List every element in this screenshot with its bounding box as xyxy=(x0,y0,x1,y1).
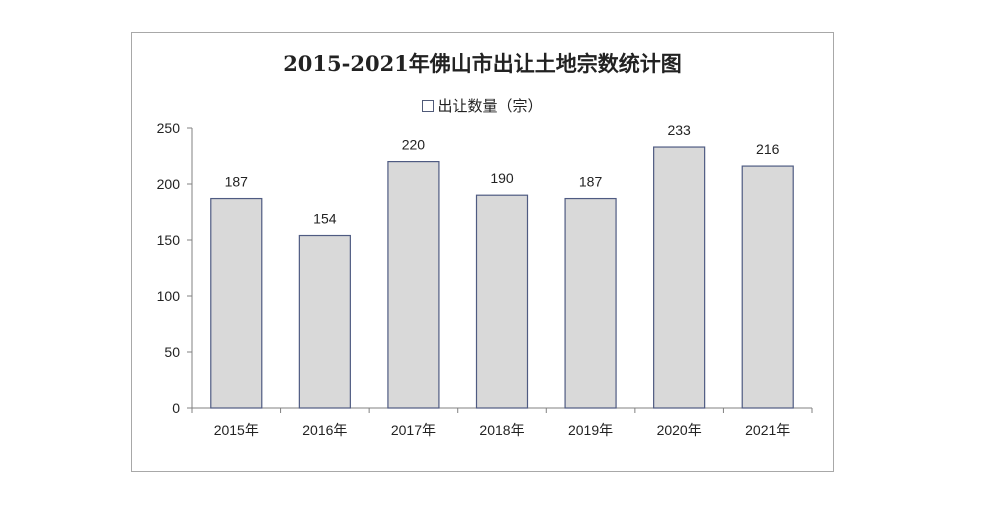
data-label: 216 xyxy=(756,141,780,157)
legend-label: 出让数量（宗） xyxy=(437,97,543,115)
y-tick-label: 150 xyxy=(157,232,181,248)
bar xyxy=(653,146,706,409)
x-category-label: 2021年 xyxy=(745,422,790,438)
y-tick-label: 0 xyxy=(172,400,180,416)
data-label: 220 xyxy=(402,137,426,153)
data-label: 190 xyxy=(490,170,514,186)
data-label: 154 xyxy=(313,211,337,227)
legend-swatch xyxy=(422,100,435,112)
x-category-label: 2019年 xyxy=(568,422,613,438)
data-label: 187 xyxy=(225,174,249,190)
y-tick-label: 250 xyxy=(157,120,181,136)
y-tick-label: 200 xyxy=(157,176,181,192)
x-category-label: 2015年 xyxy=(214,422,259,438)
x-category-label: 2017年 xyxy=(391,422,436,438)
y-tick-label: 50 xyxy=(164,344,180,360)
x-category-label: 2018年 xyxy=(479,422,524,438)
legend: 出让数量（宗） xyxy=(132,95,833,116)
bar xyxy=(298,234,351,409)
data-label: 187 xyxy=(579,174,603,190)
y-tick-label: 100 xyxy=(157,288,181,304)
x-category-label: 2020年 xyxy=(657,422,702,438)
chart-title: 2015-2021年佛山市出让土地宗数统计图 xyxy=(283,51,682,76)
bar xyxy=(387,161,440,409)
bar xyxy=(564,197,617,409)
x-category-label: 2016年 xyxy=(302,422,347,438)
bar xyxy=(741,165,794,409)
bar xyxy=(475,194,529,409)
bar xyxy=(210,197,263,409)
data-label: 233 xyxy=(667,122,691,138)
